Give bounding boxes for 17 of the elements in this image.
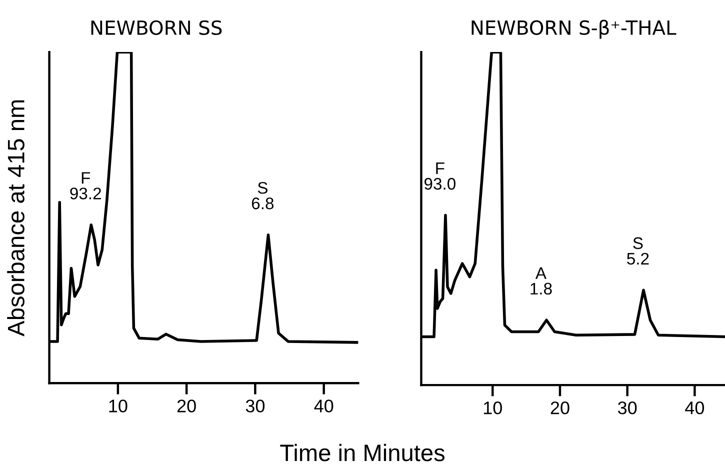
- x-tick-label: 20: [550, 402, 570, 414]
- chart-title: NEWBORN SS: [91, 20, 222, 36]
- x-tick-label: 20: [177, 400, 196, 412]
- annotation: F 93.0: [424, 162, 456, 190]
- x-axis-title: Time in Minutes: [280, 444, 445, 462]
- x-tick-label: 30: [246, 400, 265, 412]
- annotation: A 1.8: [530, 267, 552, 295]
- x-tick-label: 10: [109, 400, 128, 412]
- x-tick-label: 10: [484, 402, 502, 414]
- chart-title: NEWBORN S-β⁺-THAL: [472, 20, 676, 39]
- x-tick-label: 30: [618, 402, 637, 414]
- x-tick-label: 40: [685, 402, 704, 414]
- annotation: S 6.8: [252, 182, 274, 210]
- annotation: S 5.2: [627, 237, 649, 265]
- x-tick-label: 40: [314, 400, 334, 412]
- y-axis-title: Absorbance at 415 nm: [7, 100, 24, 336]
- annotation: F 93.2: [70, 172, 101, 200]
